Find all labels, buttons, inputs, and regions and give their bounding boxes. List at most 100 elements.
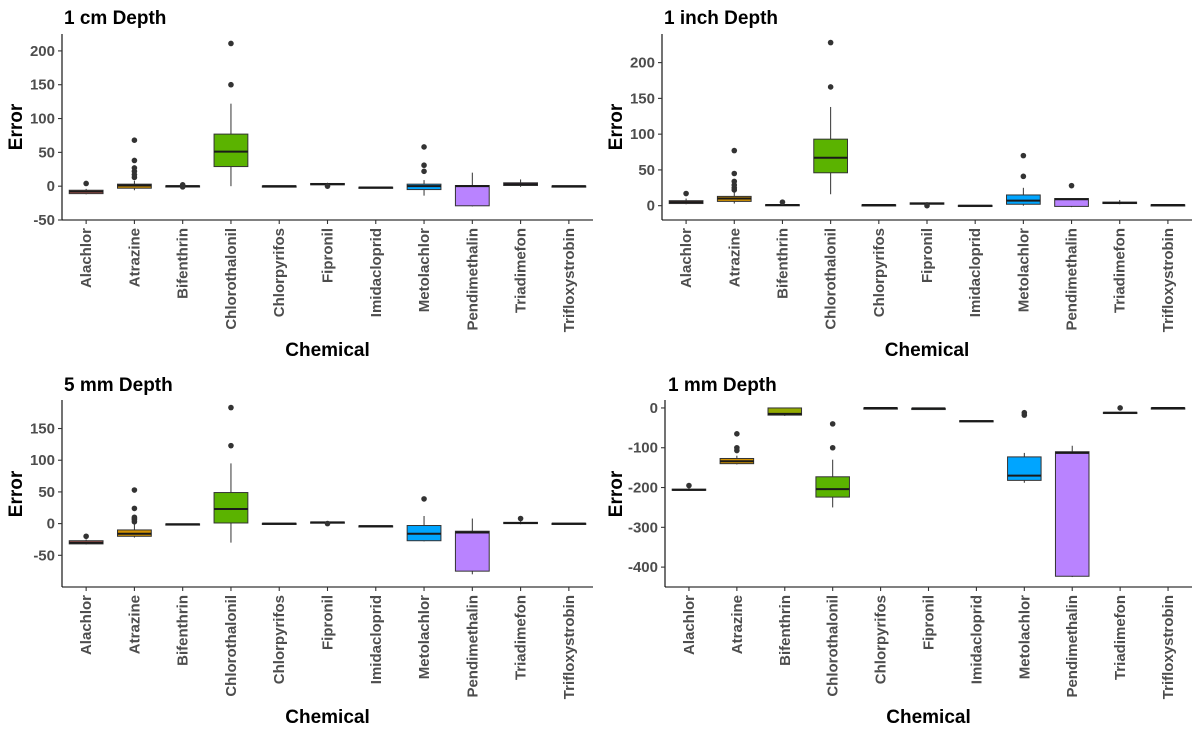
outlier-point <box>83 533 89 540</box>
outlier-point <box>421 168 427 175</box>
box-triadimefon <box>503 179 538 187</box>
box-chlorothalonil <box>213 40 249 187</box>
x-tick-label: Chlorpyrifos <box>873 595 890 684</box>
y-tick-label: -400 <box>628 559 658 576</box>
box-chlorpyrifos <box>863 406 898 410</box>
x-tick-label: Imidacloprid <box>967 228 984 317</box>
box-bifenthrin <box>165 182 201 190</box>
y-tick-label: 150 <box>30 421 55 438</box>
outlier-point <box>324 183 331 189</box>
outlier-point <box>1068 182 1075 189</box>
outlier-point <box>827 84 834 90</box>
box-body <box>1007 456 1042 481</box>
chart-panel-4: 1 mm Depth Error Chemical -400 -300 -200 -100 0… <box>606 375 1192 728</box>
box-trifloxystrobin <box>1150 406 1186 410</box>
x-axis-title: Chemical <box>285 340 369 361</box>
y-tick-label: 200 <box>30 43 55 60</box>
outlier-point <box>827 39 834 46</box>
y-tick-label: 50 <box>38 484 55 501</box>
y-tick-label: -300 <box>628 519 658 536</box>
x-tick-label: Trifloxystrobin <box>1160 228 1177 332</box>
x-tick-label: Pendimethalin <box>1064 595 1081 698</box>
box-metolachlor <box>1006 152 1041 206</box>
box-triadimefon <box>503 515 538 525</box>
box-imidacloprid <box>358 525 394 528</box>
outlier-point <box>1021 409 1028 416</box>
outlier-point <box>131 165 138 171</box>
x-tick-label: Bifenthrin <box>175 228 192 299</box>
outlier-point <box>131 137 138 143</box>
box-chlorpyrifos <box>261 522 297 525</box>
box-imidacloprid <box>957 204 993 208</box>
x-tick-label: Metolachlor <box>416 595 433 679</box>
box-fipronil <box>909 202 945 209</box>
x-tick-label: Atrazine <box>126 595 143 654</box>
outlier-point <box>1020 152 1027 159</box>
y-axis-title: Error <box>606 103 627 150</box>
box-atrazine <box>117 137 152 191</box>
box-bifenthrin <box>765 199 800 207</box>
x-tick-label: Metolachlor <box>416 228 433 312</box>
x-tick-label: Triadimefon <box>1112 228 1129 313</box>
x-tick-label: Atrazine <box>729 595 746 654</box>
box-chlorothalonil <box>815 421 850 508</box>
y-tick-label: 150 <box>630 90 655 107</box>
outlier-point <box>924 202 930 209</box>
x-axis-title: Chemical <box>885 340 969 361</box>
y-tick-label: 100 <box>630 126 655 143</box>
box-body <box>815 476 850 498</box>
x-tick-label: Bifenthrin <box>777 595 794 666</box>
box-body <box>767 407 803 416</box>
y-tick-label: -200 <box>628 480 658 497</box>
y-tick-label: 100 <box>30 111 55 128</box>
x-tick-label: Bifenthrin <box>175 595 192 666</box>
outlier-point <box>324 520 331 527</box>
x-tick-label: Bifenthrin <box>774 228 791 299</box>
outlier-point <box>734 444 740 451</box>
x-tick-label: Alachlor <box>681 595 698 655</box>
outlier-point <box>731 178 738 185</box>
x-tick-label: Chlorothalonil <box>823 228 840 330</box>
x-tick-label: Chlorpyrifos <box>871 228 888 317</box>
box-triadimefon <box>1102 405 1138 415</box>
outlier-point <box>228 81 234 88</box>
outlier-point <box>83 180 89 187</box>
outlier-point <box>683 190 689 197</box>
x-axis-title: Chemical <box>285 707 369 728</box>
x-tick-label: Fipronil <box>320 228 337 283</box>
box-trifloxystrobin <box>551 185 587 188</box>
box-fipronil <box>911 407 946 411</box>
chart-panel-1: 1 cm Depth Error Chemical -50 0 50 100 150 200 Al… <box>6 8 593 361</box>
chart-panel-3: 5 mm Depth Error Chemical -50 0 50 100 150 Alach… <box>6 375 593 728</box>
box-metolachlor <box>406 144 442 196</box>
outlier-point <box>731 147 738 154</box>
y-tick-label: -50 <box>33 547 55 564</box>
x-tick-label: Chlorpyrifos <box>271 595 288 684</box>
outlier-point <box>131 157 138 164</box>
box-fipronil <box>310 182 345 189</box>
x-tick-label: Metolachlor <box>1016 595 1033 679</box>
outlier-point <box>421 162 427 169</box>
box-metolachlor <box>1007 409 1042 483</box>
box-bifenthrin <box>165 523 201 526</box>
box-trifloxystrobin <box>551 522 587 525</box>
x-tick-label: Pendimethalin <box>464 595 481 698</box>
box-atrazine <box>117 487 152 538</box>
outlier-point <box>686 482 692 489</box>
y-tick-label: 50 <box>38 144 55 161</box>
chart-title: 5 mm Depth <box>64 375 173 396</box>
outlier-point <box>517 515 524 522</box>
y-tick-label: 0 <box>647 198 655 215</box>
x-tick-label: Trifloxystrobin <box>1160 595 1177 699</box>
x-tick-label: Alachlor <box>78 228 95 288</box>
y-tick-label: -50 <box>33 212 55 229</box>
outlier-point <box>228 442 234 449</box>
box-alachlor <box>68 533 104 545</box>
x-axis-title: Chemical <box>886 707 970 728</box>
box-trifloxystrobin <box>1150 203 1186 207</box>
box-body <box>1006 194 1041 205</box>
chart-title: 1 inch Depth <box>664 8 778 29</box>
x-tick-label: Triadimefon <box>1112 595 1129 680</box>
x-tick-label: Alachlor <box>678 228 695 288</box>
